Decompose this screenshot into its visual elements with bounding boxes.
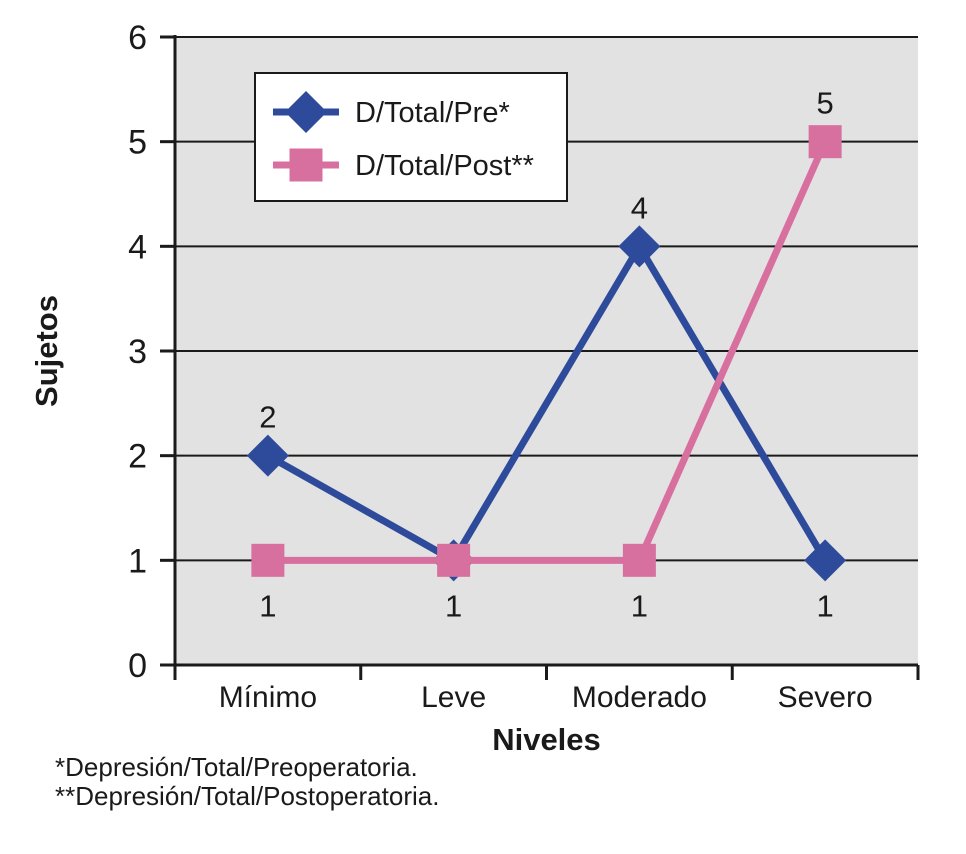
y-tick-label: 0 (128, 647, 147, 685)
legend-label: D/Total/Post** (355, 150, 534, 182)
series-1-marker (251, 543, 285, 577)
series-0-marker (246, 434, 289, 477)
series-line-1 (267, 140, 829, 564)
series-0-marker (618, 225, 661, 268)
footnote-pre: *Depresión/Total/Preoperatoria. (55, 752, 418, 782)
legend-label: D/Total/Pre* (355, 97, 510, 129)
y-tick-label: 2 (128, 438, 147, 476)
y-tick-label: 3 (128, 333, 147, 371)
x-tick-label: Severo (778, 681, 873, 714)
series-1-marker (437, 543, 471, 577)
legend-square-icon (289, 148, 323, 182)
series-1-marker (622, 543, 656, 577)
legend-diamond-icon (285, 91, 327, 133)
point-label: 2 (259, 400, 276, 435)
x-tick-label: Leve (421, 681, 486, 714)
y-tick-label: 4 (128, 228, 147, 266)
y-axis-title: Sujetos (29, 295, 64, 407)
y-tick-label: 1 (128, 542, 147, 580)
y-tick-label: 6 (128, 19, 147, 57)
x-tick-label: Moderado (572, 681, 707, 714)
y-tick-label: 5 (128, 124, 147, 162)
point-label: 1 (817, 588, 834, 623)
series-line-0 (266, 239, 829, 566)
x-tick-label: Mínimo (219, 681, 317, 714)
point-label: 1 (631, 588, 648, 623)
footnote-post: **Depresión/Total/Postoperatoria. (55, 781, 440, 812)
series-1-marker (808, 125, 842, 159)
x-axis-title: Niveles (492, 722, 601, 757)
point-label: 5 (817, 86, 834, 121)
point-label: 1 (445, 588, 462, 623)
footnotes: *Depresión/Total/Preoperatoria. **Depres… (55, 752, 440, 812)
point-label: 4 (631, 190, 648, 225)
point-label: 1 (259, 588, 276, 623)
series-0-marker (804, 539, 847, 582)
